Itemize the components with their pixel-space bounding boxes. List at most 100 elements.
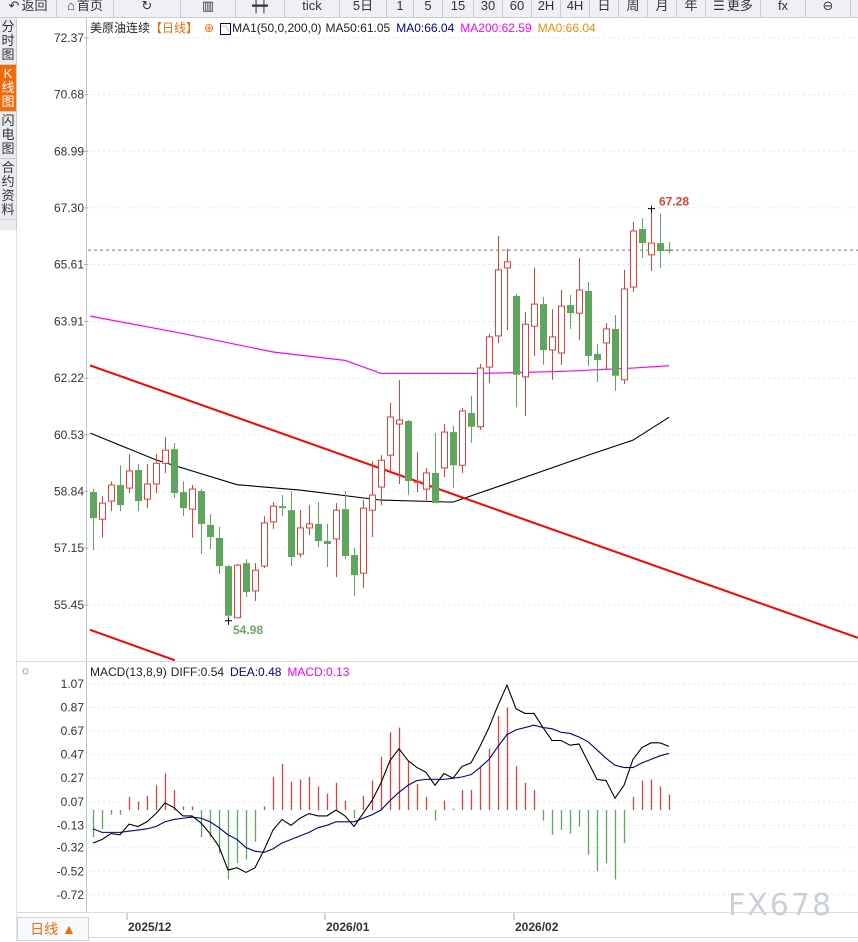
- toolbar-label: 15: [450, 0, 466, 13]
- candle: [630, 221, 637, 293]
- sidebar-tab-2[interactable]: 闪电图: [0, 112, 16, 159]
- toolbar-label: 日: [597, 0, 611, 13]
- candle: [306, 505, 313, 535]
- candle: [657, 213, 664, 268]
- macd-settings-icon[interactable]: ☼: [20, 663, 31, 677]
- ma0-value-2: MA0:66.04: [537, 21, 596, 35]
- candle: [468, 395, 475, 443]
- candle-body: [117, 485, 124, 506]
- bar-chart-icon: ▥: [201, 0, 215, 13]
- toolbar-button-zoom-out[interactable]: ⊖: [806, 0, 851, 17]
- toolbar-label: 4H: [566, 0, 584, 13]
- macd-y-tick-label: 1.07: [61, 677, 85, 691]
- macd-y-tick-label: 0.67: [61, 724, 85, 738]
- toolbar-button-首页[interactable]: ⌂ 首页: [57, 0, 114, 17]
- candle-body: [630, 230, 637, 288]
- y-tick-label: 55.45: [54, 598, 84, 612]
- toolbar-button-refresh[interactable]: ↻: [114, 0, 181, 17]
- ma200-line: [90, 315, 670, 375]
- sidebar-tab-1[interactable]: K线图: [0, 65, 16, 112]
- home-icon: ⌂: [67, 0, 75, 13]
- candle: [135, 463, 142, 512]
- candle: [378, 455, 385, 506]
- left-strip: [16, 230, 17, 942]
- macd-name[interactable]: MACD(13,8,9): [90, 665, 167, 679]
- candle: [360, 500, 367, 588]
- toolbar-button-bar-chart[interactable]: ▥: [181, 0, 236, 17]
- candle-body: [306, 523, 313, 529]
- toolbar-button-60[interactable]: 60: [503, 0, 532, 17]
- toolbar-button-周[interactable]: 周: [619, 0, 648, 17]
- candle-body: [495, 269, 502, 337]
- toolbar-button-5日[interactable]: 5日: [340, 0, 387, 17]
- high-marker: [648, 205, 655, 213]
- y-tick-label: 63.91: [54, 315, 84, 329]
- indicator-icon[interactable]: 〽: [220, 23, 232, 35]
- trendline: [89, 364, 858, 639]
- candle: [576, 257, 583, 340]
- macd-y-tick-label: -0.32: [57, 841, 85, 855]
- macd-value: MACD:0.13: [287, 665, 350, 679]
- candle: [297, 510, 304, 558]
- y-tick-label: 67.30: [54, 201, 84, 215]
- toolbar-button-2H[interactable]: 2H: [532, 0, 561, 17]
- macd-y-tick-label: 0.87: [61, 701, 85, 715]
- toolbar-label: 首页: [76, 0, 103, 13]
- settings-icon[interactable]: ⊕: [204, 21, 215, 35]
- candle: [477, 364, 484, 430]
- candle: [171, 443, 178, 499]
- indicator-name[interactable]: MA1(50,0,200,0): [232, 21, 322, 35]
- toolbar-label: 1: [396, 0, 404, 13]
- toolbar-button-日[interactable]: 日: [590, 0, 619, 17]
- toolbar-button-candlestick[interactable]: ┿┿: [236, 0, 285, 17]
- candle: [504, 248, 511, 330]
- x-tick-label: 2026/01: [326, 920, 370, 934]
- trendline: [89, 628, 176, 661]
- toolbar-label: 5: [424, 0, 432, 13]
- candle: [450, 426, 457, 489]
- y-tick-label: 65.61: [54, 258, 84, 272]
- candle-body: [540, 304, 547, 350]
- dea-line: [92, 724, 670, 853]
- candle-body: [441, 431, 448, 469]
- low-label: 54.98: [233, 623, 263, 637]
- toolbar-button-4H[interactable]: 4H: [561, 0, 590, 17]
- candle: [126, 454, 133, 494]
- toolbar-button-fx[interactable]: fx: [761, 0, 806, 17]
- candle-body: [405, 421, 412, 482]
- toolbar-label: tick: [302, 0, 322, 13]
- toolbar-button-30[interactable]: 30: [474, 0, 503, 17]
- candle-body: [612, 328, 619, 376]
- menu-icon: ☰: [713, 0, 725, 13]
- toolbar-button-更多[interactable]: ☰ 更多: [706, 0, 761, 17]
- toolbar-button-月[interactable]: 月: [648, 0, 677, 17]
- candle: [225, 565, 232, 621]
- candle: [324, 523, 331, 568]
- sidebar-tab-0[interactable]: 分时图: [0, 18, 16, 65]
- toolbar-button-tick[interactable]: tick: [285, 0, 340, 17]
- y-tick-label: 60.53: [54, 428, 84, 442]
- sidebar-tab-3[interactable]: 合约资料: [0, 159, 16, 220]
- toolbar-label: 30: [480, 0, 496, 13]
- candle-body: [342, 509, 349, 557]
- candle-body: [504, 261, 511, 269]
- candle-body: [135, 469, 142, 502]
- candle: [405, 420, 412, 496]
- ma0-value: MA0:66.04: [396, 21, 455, 35]
- toolbar-button-5[interactable]: 5: [414, 0, 443, 17]
- candle-body: [486, 336, 493, 368]
- candle-body: [198, 491, 205, 524]
- diff-value: DIFF:0.54: [170, 665, 225, 679]
- toolbar-label: 更多: [726, 0, 753, 13]
- toolbar-button-1[interactable]: 1: [387, 0, 414, 17]
- candle-body: [261, 522, 268, 567]
- macd-y-tick-label: -0.13: [57, 818, 85, 832]
- y-tick-label: 72.37: [54, 31, 84, 45]
- period-selector-button[interactable]: 日线 ▲: [17, 917, 89, 941]
- toolbar-button-15[interactable]: 15: [443, 0, 474, 17]
- chart-marks: 67.28 54.98: [88, 195, 858, 880]
- toolbar-button-年[interactable]: 年: [677, 0, 706, 17]
- period-label[interactable]: 【日线】: [150, 21, 199, 35]
- toolbar-button-返回[interactable]: ↶ 返回: [0, 0, 57, 17]
